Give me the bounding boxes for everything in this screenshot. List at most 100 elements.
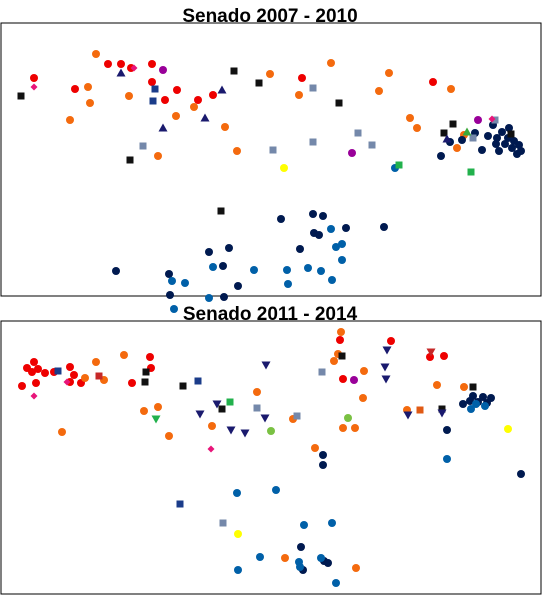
data-point-circle <box>146 353 154 361</box>
data-point-circle <box>350 376 358 384</box>
data-point-square <box>219 519 227 527</box>
data-point-circle <box>280 164 288 172</box>
data-point-circle <box>256 553 264 561</box>
data-point-circle <box>338 256 346 264</box>
data-point-square <box>395 161 403 169</box>
data-point-circle <box>458 136 466 144</box>
data-point-diamond <box>207 445 215 453</box>
data-point-circle <box>209 263 217 271</box>
data-point-circle <box>66 116 74 124</box>
data-point-circle <box>447 85 455 93</box>
data-point-triangle-up <box>158 123 168 132</box>
data-point-square <box>17 92 25 100</box>
data-point-square <box>255 79 263 87</box>
data-point-circle <box>209 91 217 99</box>
data-point-square <box>491 116 499 124</box>
data-point-circle <box>478 146 486 154</box>
data-point-triangle-up <box>217 85 227 94</box>
data-point-triangle-down <box>437 409 447 418</box>
data-point-circle <box>487 394 495 402</box>
data-point-circle <box>272 486 280 494</box>
data-point-square <box>318 368 326 376</box>
data-point-circle <box>219 262 227 270</box>
data-point-circle <box>385 69 393 77</box>
data-point-circle <box>443 426 451 434</box>
data-point-square <box>151 85 159 93</box>
data-point-square <box>253 404 261 412</box>
data-point-circle <box>208 422 216 430</box>
data-point-circle <box>32 379 40 387</box>
data-point-circle <box>460 383 468 391</box>
data-point-triangle-down <box>261 361 271 370</box>
data-point-circle <box>332 579 340 587</box>
data-point-circle <box>413 124 421 132</box>
data-point-circle <box>221 123 229 131</box>
data-point-circle <box>81 374 89 382</box>
data-point-square <box>142 368 150 376</box>
data-point-circle <box>453 144 461 152</box>
data-point-circle <box>492 140 500 148</box>
data-point-triangle-down <box>151 415 161 424</box>
data-point-circle <box>508 144 516 152</box>
data-point-circle <box>328 519 336 527</box>
data-point-circle <box>304 264 312 272</box>
data-point-circle <box>319 451 327 459</box>
chart-title: Senado 2011 - 2014 <box>183 304 358 325</box>
data-point-square <box>338 352 346 360</box>
data-point-square <box>176 500 184 508</box>
data-point-circle <box>233 489 241 497</box>
data-point-triangle-up <box>462 127 472 136</box>
panel-senado-2007-2010: Senado 2007 - 2010 <box>0 6 542 313</box>
data-point-diamond <box>63 378 71 386</box>
data-point-square <box>293 412 301 420</box>
data-point-circle <box>117 60 125 68</box>
data-point-circle <box>359 394 367 402</box>
data-point-circle <box>327 225 335 233</box>
data-point-circle <box>493 134 501 142</box>
data-point-circle <box>319 212 327 220</box>
data-point-square <box>335 99 343 107</box>
data-point-square <box>269 146 277 154</box>
data-point-circle <box>342 224 350 232</box>
data-point-circle <box>277 215 285 223</box>
data-point-square <box>95 372 103 380</box>
data-point-circle <box>479 393 487 401</box>
data-point-circle <box>380 223 388 231</box>
data-point-circle <box>194 96 202 104</box>
data-point-circle <box>168 277 176 285</box>
data-point-circle <box>233 147 241 155</box>
data-point-square <box>179 382 187 390</box>
data-point-circle <box>92 50 100 58</box>
data-point-diamond <box>30 392 38 400</box>
data-point-circle <box>128 379 136 387</box>
data-point-circle <box>181 279 189 287</box>
data-point-square <box>54 367 62 375</box>
data-point-circle <box>283 266 291 274</box>
data-point-square <box>126 156 134 164</box>
data-point-triangle-up <box>116 68 126 77</box>
data-point-circle <box>34 365 42 373</box>
data-point-square <box>438 405 446 413</box>
data-point-diamond <box>488 115 496 123</box>
data-point-circle <box>70 371 78 379</box>
data-point-circle <box>433 381 441 389</box>
data-point-circle <box>284 280 292 288</box>
data-point-circle <box>28 368 36 376</box>
data-point-triangle-down <box>226 426 236 435</box>
data-point-square <box>218 405 226 413</box>
data-point-circle <box>339 424 347 432</box>
data-point-square <box>217 207 225 215</box>
data-point-circle <box>309 210 317 218</box>
panel-senado-2011-2014: Senado 2011 - 2014 <box>0 304 542 595</box>
data-point-circle <box>190 103 198 111</box>
data-points <box>17 50 525 313</box>
data-point-circle <box>501 140 509 148</box>
data-point-circle <box>234 566 242 574</box>
data-point-triangle-up <box>442 134 452 143</box>
data-point-circle <box>517 470 525 478</box>
data-point-circle <box>327 59 335 67</box>
data-point-circle <box>140 407 148 415</box>
data-point-circle <box>161 96 169 104</box>
data-point-circle <box>429 78 437 86</box>
